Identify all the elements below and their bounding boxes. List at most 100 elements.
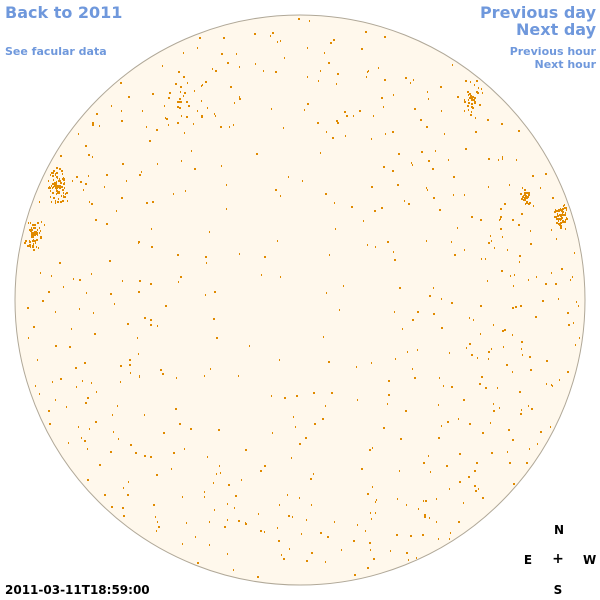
facular-mark <box>207 107 208 109</box>
facular-mark <box>333 39 335 41</box>
previous-hour-link[interactable]: Previous hour <box>509 45 596 58</box>
facular-mark <box>469 317 470 319</box>
facular-mark <box>545 283 547 285</box>
facular-mark <box>62 200 64 202</box>
facular-mark <box>264 465 266 467</box>
facular-mark <box>60 155 62 157</box>
facular-mark <box>50 187 51 189</box>
facular-mark <box>478 488 479 490</box>
facular-mark <box>444 133 445 135</box>
facular-mark <box>63 183 65 185</box>
facular-mark <box>216 337 218 339</box>
facular-mark <box>227 519 228 521</box>
facular-mark <box>176 377 177 379</box>
facular-mark <box>383 166 385 168</box>
facular-mark <box>552 385 553 387</box>
facular-mark <box>260 530 262 532</box>
facular-mark <box>84 440 86 442</box>
facular-mark <box>210 368 211 370</box>
facular-mark <box>61 170 63 172</box>
facular-mark <box>195 536 196 538</box>
facular-mark <box>283 127 284 129</box>
facular-mark <box>507 249 508 251</box>
facular-mark <box>410 82 411 84</box>
facular-mark <box>528 203 530 205</box>
facular-mark <box>277 41 278 43</box>
next-day-link[interactable]: Next day <box>516 20 596 39</box>
facular-mark <box>271 108 272 110</box>
facular-mark <box>480 219 482 221</box>
facular-mark <box>55 200 56 202</box>
facular-mark <box>64 187 65 189</box>
compass-north-label: N <box>553 523 565 537</box>
facular-mark <box>528 194 530 196</box>
facular-mark <box>334 521 335 523</box>
facular-mark <box>504 203 506 205</box>
facular-mark <box>39 232 40 234</box>
facular-mark <box>150 319 152 321</box>
facular-mark <box>72 180 73 182</box>
facular-mark <box>121 120 123 122</box>
facular-mark <box>104 494 106 496</box>
facular-mark <box>393 251 394 253</box>
facular-mark <box>206 262 207 264</box>
facular-mark <box>551 272 552 274</box>
facular-mark <box>514 274 515 276</box>
facular-mark <box>110 451 112 453</box>
facular-mark <box>397 184 399 186</box>
facular-mark <box>57 177 58 179</box>
facular-mark <box>482 92 483 94</box>
facular-mark <box>337 73 339 75</box>
facular-mark <box>32 235 33 237</box>
facular-mark <box>313 473 314 475</box>
facular-mark <box>521 198 523 200</box>
facular-mark <box>181 160 182 162</box>
facular-mark <box>372 447 373 449</box>
facular-mark <box>239 66 240 68</box>
facular-mark <box>432 168 434 170</box>
facular-mark <box>120 381 121 383</box>
facular-mark <box>367 71 368 73</box>
facular-mark <box>322 418 324 420</box>
next-hour-link[interactable]: Next hour <box>534 58 597 71</box>
facular-mark <box>52 183 54 185</box>
facular-mark <box>526 201 528 203</box>
facular-mark <box>31 233 33 235</box>
facular-mark <box>272 432 273 434</box>
facular-mark <box>324 52 325 54</box>
previous-day-link[interactable]: Previous day <box>479 3 596 22</box>
facular-mark <box>52 187 53 189</box>
facular-mark <box>475 131 477 133</box>
facular-mark <box>453 176 455 178</box>
facular-mark <box>416 557 417 559</box>
facular-mark <box>82 380 83 382</box>
facular-mark <box>65 193 66 195</box>
facular-mark <box>288 176 289 178</box>
facular-mark <box>188 105 190 107</box>
facular-mark <box>371 518 372 520</box>
facular-mark <box>58 198 59 200</box>
facular-mark <box>320 70 321 72</box>
facular-mark <box>304 109 305 111</box>
facular-mark <box>279 359 280 361</box>
facular-mark <box>476 80 478 82</box>
facular-mark <box>55 345 57 347</box>
facular-mark <box>96 391 97 393</box>
facular-mark <box>564 207 566 209</box>
facular-mark <box>491 348 492 350</box>
facular-mark <box>574 252 575 254</box>
facular-mark <box>180 91 181 93</box>
facular-mark <box>53 197 55 199</box>
facular-mark <box>327 536 329 538</box>
facular-mark <box>110 293 112 295</box>
facular-mark <box>173 193 174 195</box>
facular-mark <box>522 187 523 189</box>
facular-mark <box>428 455 429 457</box>
facular-mark <box>488 186 489 188</box>
back-to-year-link[interactable]: Back to 2011 <box>5 3 123 22</box>
see-facular-data-link[interactable]: See facular data <box>5 45 107 58</box>
facular-mark <box>513 285 514 287</box>
facular-mark <box>481 258 482 260</box>
facular-mark <box>220 126 222 128</box>
facular-mark <box>493 403 494 405</box>
